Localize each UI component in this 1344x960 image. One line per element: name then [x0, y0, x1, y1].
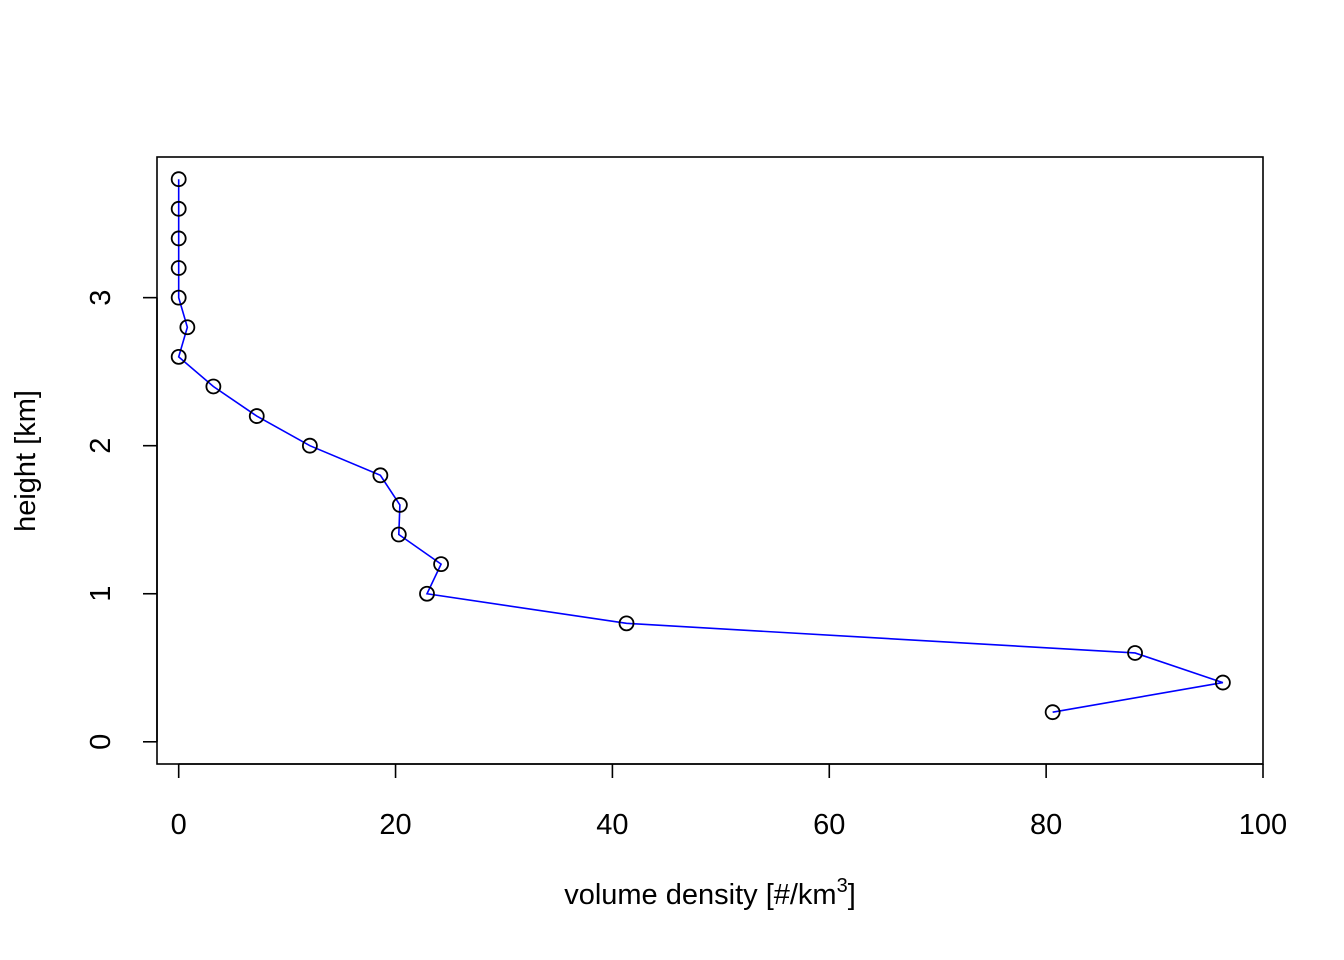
y-axis-label: height [km] [10, 390, 42, 532]
data-point [372, 467, 389, 484]
data-point [1127, 645, 1143, 661]
data-point [419, 585, 435, 602]
data-point [170, 200, 187, 217]
y-tick-label: 1 [85, 586, 117, 602]
data-point [301, 437, 318, 454]
x-axis-label: volume density [#/km3] [564, 875, 856, 911]
data-point [248, 408, 265, 424]
x-tick-label: 100 [1239, 809, 1287, 841]
x-tick-label: 40 [596, 809, 628, 841]
y-tick-label: 2 [85, 438, 117, 454]
data-point [1214, 674, 1231, 691]
y-axis: 0 1 2 3 [85, 290, 158, 750]
data-point [179, 319, 196, 336]
data-point [1044, 704, 1061, 721]
series-points-group [170, 171, 1231, 721]
data-point [170, 230, 187, 247]
data-point [433, 556, 449, 573]
data-point [170, 289, 187, 306]
data-point [205, 378, 222, 395]
data-point [170, 171, 187, 188]
y-tick-label: 3 [85, 290, 117, 306]
series-line-group [177, 179, 1224, 713]
series-line [177, 179, 1224, 713]
y-tick-label: 0 [85, 734, 117, 750]
data-point [390, 526, 407, 543]
x-tick-label: 80 [1030, 809, 1062, 841]
data-point [618, 615, 635, 632]
data-point [170, 260, 187, 276]
plot-frame [156, 156, 1264, 765]
data-point [391, 497, 408, 513]
x-axis: 0 20 40 60 80 100 [171, 763, 1287, 841]
data-point [170, 348, 187, 365]
x-tick-label: 0 [171, 809, 187, 841]
x-tick-label: 20 [379, 809, 411, 841]
x-tick-label: 60 [813, 809, 845, 841]
